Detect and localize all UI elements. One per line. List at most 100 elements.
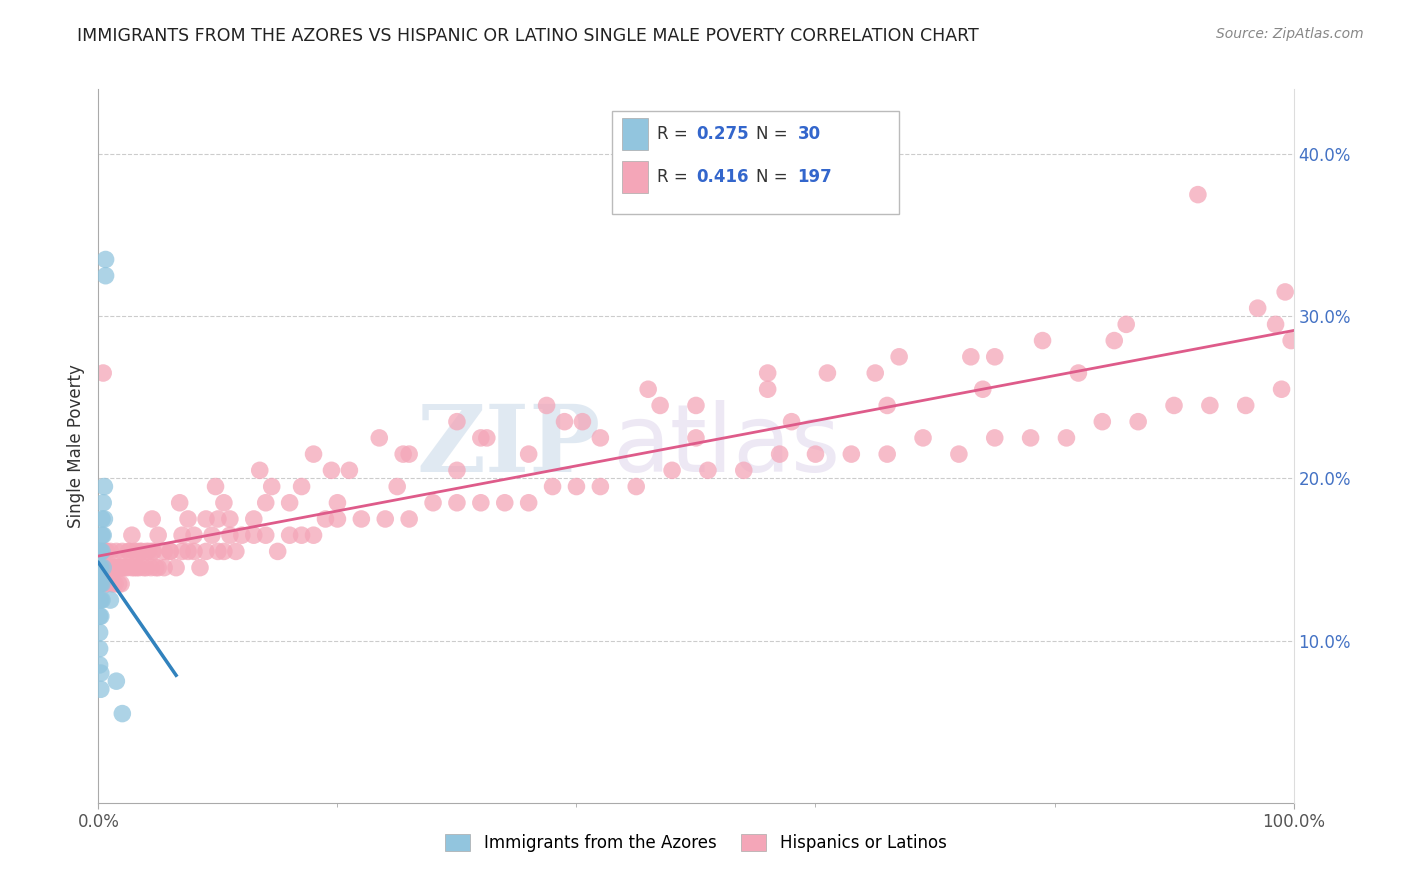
Point: [254, 528, 277, 542]
Point: [101, 577, 124, 591]
Point: [129, 544, 152, 558]
Point: [1264, 318, 1286, 332]
Point: [97, 560, 120, 574]
Point: [108, 560, 131, 574]
Text: 0.275: 0.275: [696, 125, 748, 143]
Point: [89, 577, 111, 591]
Point: [183, 528, 205, 542]
Point: [94, 252, 117, 267]
Point: [111, 706, 134, 721]
Point: [153, 560, 176, 574]
Point: [1274, 285, 1296, 299]
Point: [865, 366, 887, 380]
Point: [589, 479, 612, 493]
Legend: Immigrants from the Azores, Hispanics or Latinos: Immigrants from the Azores, Hispanics or…: [439, 827, 953, 859]
Point: [302, 447, 325, 461]
Point: [876, 447, 898, 461]
Point: [172, 544, 194, 558]
Point: [1247, 301, 1270, 315]
FancyBboxPatch shape: [613, 111, 900, 214]
Point: [159, 544, 181, 558]
Point: [1032, 334, 1054, 348]
Point: [733, 463, 755, 477]
Point: [128, 560, 150, 574]
Point: [153, 544, 176, 558]
Point: [89, 593, 111, 607]
Text: N =: N =: [756, 168, 793, 186]
Point: [368, 431, 391, 445]
Point: [321, 463, 343, 477]
Text: IMMIGRANTS FROM THE AZORES VS HISPANIC OR LATINO SINGLE MALE POVERTY CORRELATION: IMMIGRANTS FROM THE AZORES VS HISPANIC O…: [77, 27, 979, 45]
Point: [121, 528, 143, 542]
Point: [132, 560, 155, 574]
Point: [517, 496, 540, 510]
Point: [135, 560, 157, 574]
Text: R =: R =: [657, 125, 693, 143]
Point: [90, 577, 112, 591]
Point: [89, 625, 111, 640]
Point: [960, 350, 983, 364]
Point: [142, 544, 165, 558]
Point: [165, 560, 187, 574]
Point: [124, 560, 146, 574]
Point: [135, 544, 157, 558]
Point: [90, 560, 112, 574]
Point: [1187, 187, 1209, 202]
Point: [93, 560, 115, 574]
Point: [911, 431, 934, 445]
Point: [326, 512, 349, 526]
Point: [984, 431, 1007, 445]
Point: [1163, 399, 1185, 413]
Point: [225, 544, 247, 558]
Point: [93, 512, 115, 526]
Point: [98, 544, 122, 558]
Point: [108, 560, 131, 574]
Point: [470, 496, 492, 510]
Point: [94, 268, 117, 283]
Point: [212, 544, 235, 558]
Point: [98, 593, 122, 607]
Point: [398, 512, 420, 526]
Point: [1115, 318, 1137, 332]
Point: [756, 382, 779, 396]
Point: [254, 496, 277, 510]
Point: [984, 350, 1007, 364]
Point: [1056, 431, 1078, 445]
Point: [398, 447, 420, 461]
Point: [231, 528, 253, 542]
Point: [121, 560, 143, 574]
Point: [107, 577, 129, 591]
Point: [97, 560, 120, 574]
Point: [302, 528, 325, 542]
Point: [626, 479, 648, 493]
Text: 0.416: 0.416: [696, 168, 748, 186]
Point: [101, 560, 124, 574]
Point: [685, 399, 707, 413]
Point: [446, 463, 468, 477]
Point: [93, 479, 115, 493]
Point: [422, 496, 444, 510]
Point: [948, 447, 970, 461]
Point: [475, 431, 498, 445]
Point: [91, 512, 114, 526]
Point: [105, 544, 128, 558]
Point: [201, 528, 224, 542]
Point: [91, 528, 114, 542]
Point: [204, 479, 226, 493]
Point: [90, 593, 112, 607]
Point: [541, 479, 564, 493]
Point: [138, 544, 160, 558]
Point: [90, 544, 112, 558]
Point: [972, 382, 994, 396]
Point: [172, 528, 194, 542]
Point: [111, 560, 134, 574]
Point: [565, 479, 588, 493]
Text: ZIP: ZIP: [416, 401, 600, 491]
Point: [89, 544, 111, 558]
Point: [350, 512, 373, 526]
Point: [105, 560, 128, 574]
Point: [446, 496, 468, 510]
Point: [89, 609, 111, 624]
Point: [219, 512, 242, 526]
Point: [91, 496, 114, 510]
